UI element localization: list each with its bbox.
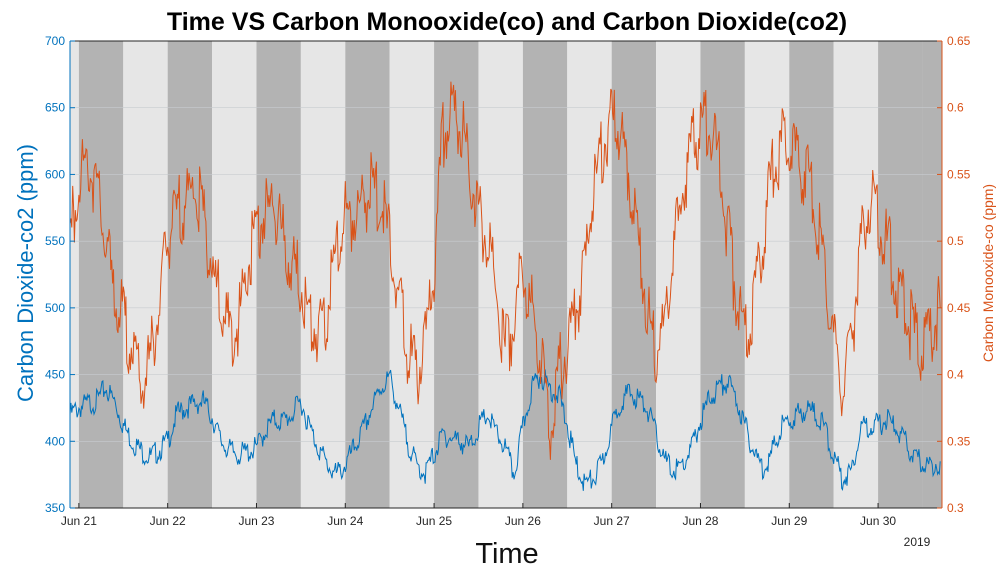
right-tick-label: 0.4 — [947, 368, 964, 382]
x-tick-label: Jun 23 — [238, 514, 274, 528]
band-day — [567, 41, 612, 508]
right-tick-label: 0.55 — [947, 167, 971, 181]
x-tick-label: Jun 21 — [61, 514, 97, 528]
data-series — [69, 81, 941, 491]
band-day — [833, 41, 879, 508]
co2-series-line — [69, 369, 941, 491]
band-day — [70, 41, 79, 508]
x-tick-label: Jun 26 — [505, 514, 541, 528]
band-day — [478, 41, 523, 508]
band-night — [522, 41, 568, 508]
band-night — [256, 41, 301, 508]
x-axis-label: Time — [475, 538, 538, 570]
co-series-line — [69, 81, 941, 460]
band-night — [700, 41, 745, 508]
x-tick-label: Jun 30 — [860, 514, 896, 528]
axes — [69, 40, 943, 509]
band-night — [611, 41, 657, 508]
x-tick-label: Jun 28 — [682, 514, 718, 528]
left-tick-label: 450 — [45, 368, 65, 382]
x-tick-label: Jun 25 — [416, 514, 452, 528]
left-tick-label: 400 — [45, 434, 65, 448]
band-night — [789, 41, 834, 508]
x-tick-label: Jun 29 — [771, 514, 807, 528]
band-night — [345, 41, 390, 508]
band-day — [300, 41, 346, 508]
band-day — [123, 41, 168, 508]
left-tick-label: 500 — [45, 301, 65, 315]
left-y-axis-label: Carbon Dioxide-co2 (ppm) — [13, 144, 38, 402]
left-tick-label: 600 — [45, 167, 65, 181]
right-y-axis-label: Carbon Monooxide-co (ppm) — [980, 184, 996, 362]
left-tick-label: 350 — [45, 501, 65, 515]
left-tick-label: 650 — [45, 101, 65, 115]
right-tick-label: 0.65 — [947, 34, 971, 48]
right-tick-label: 0.6 — [947, 101, 964, 115]
left-tick-label: 700 — [45, 34, 65, 48]
x-tick-label: Jun 22 — [150, 514, 186, 528]
band-night — [78, 41, 124, 508]
x-tick-label: Jun 27 — [594, 514, 630, 528]
right-tick-label: 0.5 — [947, 234, 964, 248]
band-night — [922, 41, 942, 508]
right-tick-label: 0.35 — [947, 434, 971, 448]
band-night — [167, 41, 213, 508]
day-bands — [70, 41, 942, 508]
x-tick-label: Jun 24 — [327, 514, 363, 528]
left-tick-label: 550 — [45, 234, 65, 248]
tick-labels: 350 400 450 500 550 600 650 700 0.3 0.35 0.4 0.45 0.… — [45, 34, 971, 528]
year-label: 2019 — [904, 535, 931, 549]
chart-title: Time VS Carbon Monooxide(co) and Carbon … — [167, 8, 847, 36]
right-tick-label: 0.3 — [947, 501, 964, 515]
band-day — [389, 41, 435, 508]
right-tick-label: 0.45 — [947, 301, 971, 315]
